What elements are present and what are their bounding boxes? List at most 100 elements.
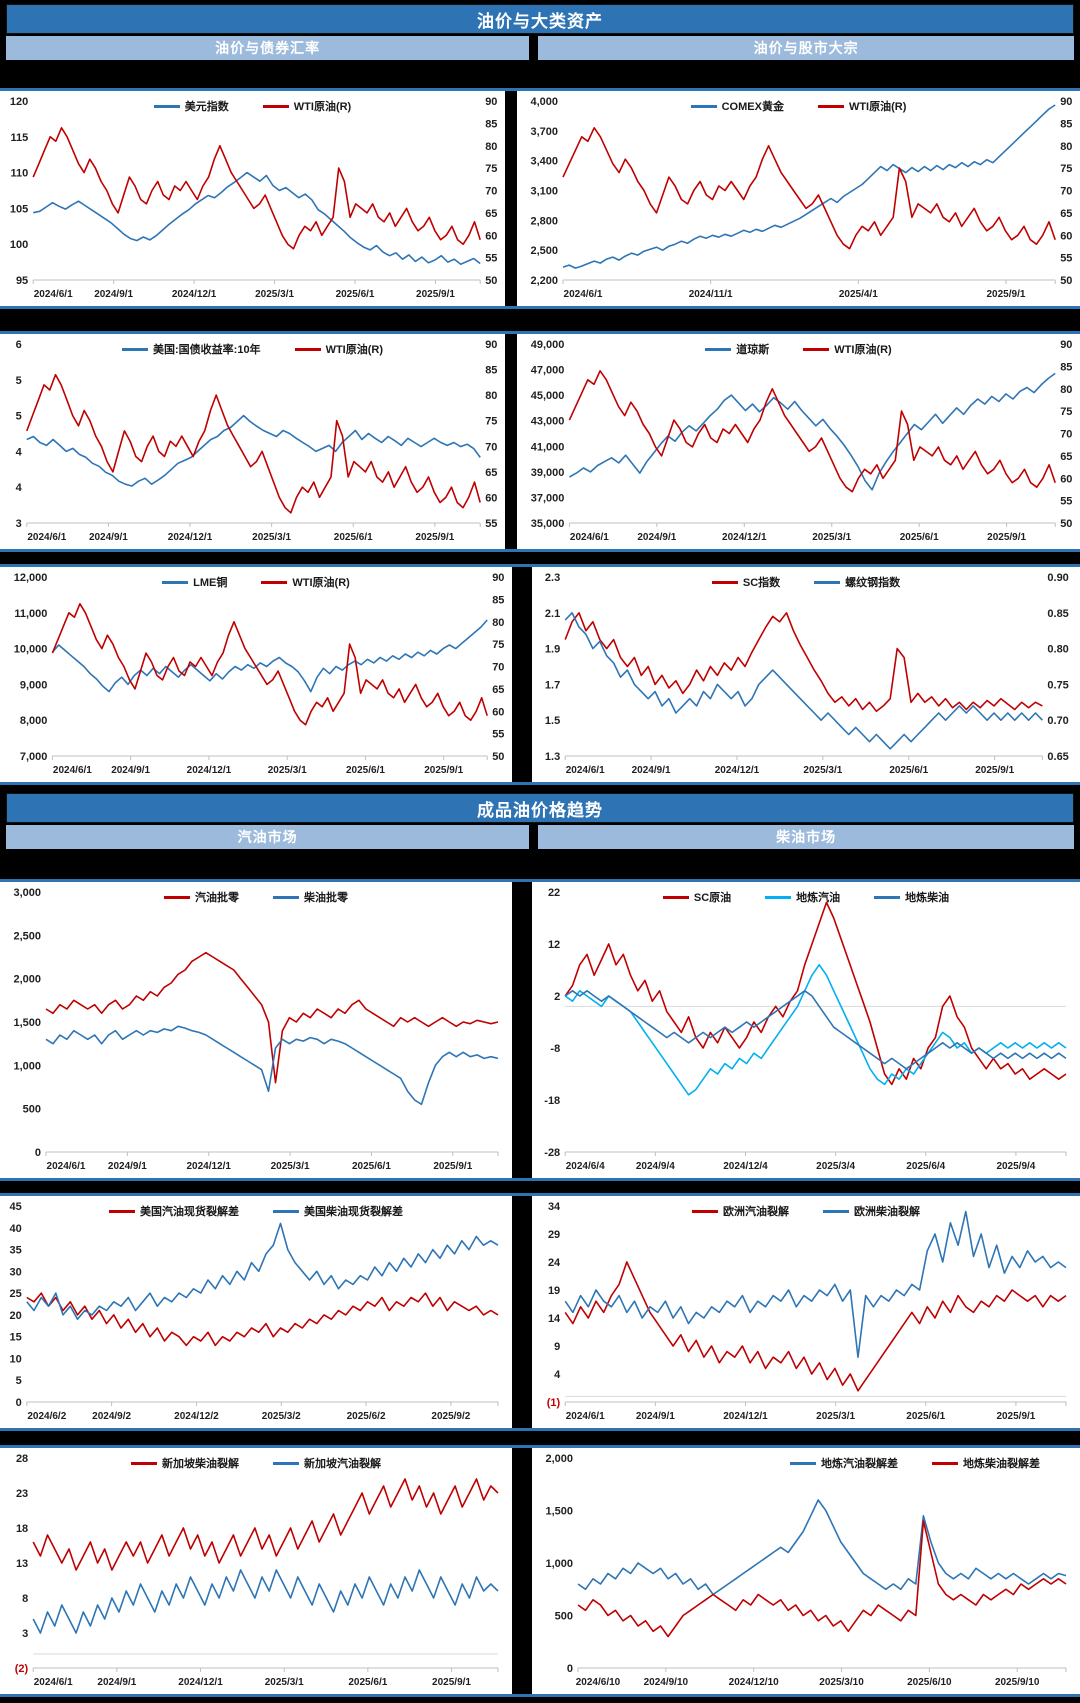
axis-tick-label: 85 (485, 365, 497, 377)
series-line-WTI原油(R) (51, 602, 488, 726)
axis-tick-label: 90 (485, 339, 497, 351)
axis-tick-label: 28 (16, 1453, 28, 1465)
axis-tick-label: 0.70 (1047, 715, 1068, 727)
axis-tick-label: 3,100 (530, 186, 558, 198)
axis-tick-label: 85 (1060, 361, 1072, 373)
axis-tick-label: -28 (544, 1147, 560, 1159)
axis-tick-label: 2024/6/1 (566, 1411, 605, 1422)
series-line-美元指数 (33, 171, 481, 265)
axis-tick-label: 75 (485, 416, 497, 428)
section-title-refined-products: 成品油价格趋势 (6, 793, 1074, 823)
axis-tick-label: 65 (485, 467, 497, 479)
axis-tick-label: 24 (548, 1257, 561, 1269)
row-divider (512, 567, 532, 782)
section-title-assets-label: 油价与大类资产 (477, 11, 603, 31)
axis-tick-label: 2025/6/1 (346, 765, 385, 776)
axis-tick-label: 0.75 (1047, 679, 1068, 691)
axis-tick-label: 2025/9/10 (995, 1677, 1040, 1688)
series-line-WTI原油(R) (568, 369, 1056, 493)
axis-tick-label: 3,400 (530, 156, 558, 168)
spacer (0, 1181, 1080, 1193)
axis-tick-label: 3,000 (13, 887, 41, 899)
chart-dow-jones-vs-wti: 49,000 47,000 45,000 43,000 41,000 39,000 37,0… (517, 334, 1080, 549)
spacer (0, 785, 1080, 793)
axis-tick-label: 1.5 (545, 715, 560, 727)
axis-tick-label: 2024/6/1 (34, 289, 73, 300)
subheader-row-assets: 油价与债券汇率 油价与股市大宗 (6, 36, 1074, 60)
axis-tick-label: 2.3 (545, 572, 560, 584)
axis-tick-label: 18 (16, 1523, 28, 1535)
axis-tick-label: 2025/9/2 (431, 1411, 470, 1422)
axis-tick-label: 20 (10, 1310, 22, 1322)
axis-tick-label: 29 (548, 1229, 560, 1241)
axis-tick-label: 2025/9/4 (996, 1161, 1035, 1172)
axis-tick-label: 9,000 (20, 679, 48, 691)
axis-tick-label: 60 (485, 230, 497, 242)
series-line-道琼斯 (569, 372, 1056, 491)
series-line-美国:国债收益率:10年 (26, 414, 481, 487)
axis-tick-label: 95 (16, 275, 28, 287)
axis-tick-label: 55 (485, 253, 497, 265)
axis-tick-label: 2025/6/1 (334, 532, 373, 543)
axis-tick-label: 70 (1060, 429, 1072, 441)
chart-teapot-crack-spreads: 2,000 1,500 1,000 500 0 2024/6/10 2024/9/10 202… (532, 1448, 1080, 1694)
axis-tick-label: 9 (554, 1341, 560, 1353)
axis-tick-label: 2025/3/1 (252, 532, 291, 543)
chart-lme-copper-vs-wti: 12,000 11,000 10,000 9,000 8,000 7,000 90 85 80 7… (0, 567, 512, 782)
chart-canvas: 3,000 2,500 2,000 1,500 1,000 500 0 2024/6/1 202… (13, 887, 499, 1172)
axis-tick-label: 6 (16, 339, 22, 351)
axis-tick-label: 2024/12/1 (168, 532, 213, 543)
chart-usd-index-vs-wti: 120 115 110 105 100 95 90 85 80 75 70 65 60 55 50 2024/… (0, 91, 505, 306)
spacer (0, 552, 1080, 564)
chart-row-5: 45 40 35 30 25 20 15 10 5 0 2024/6/2 2024/9/2 2024/1… (0, 1193, 1080, 1431)
axis-tick-label: 2025/3/1 (271, 1161, 310, 1172)
axis-tick-label: 90 (1060, 339, 1072, 351)
row-divider (505, 91, 517, 306)
series-line-SC原油 (564, 901, 1067, 1086)
subheader-equity-commodity: 油价与股市大宗 (538, 36, 1074, 60)
axis-tick-label: 2025/3/1 (803, 765, 842, 776)
series-line-美国柴油现货裂解差 (26, 1222, 499, 1320)
axis-tick-label: 2024/9/1 (89, 532, 128, 543)
axis-tick-label: 80 (492, 617, 504, 629)
chart-sc-crude-teapot-margins: 22 12 2 -8 -18 -28 2024/6/4 2024/9/4 2024/12/4 20… (532, 882, 1080, 1178)
axis-tick-label: 2024/9/1 (94, 289, 133, 300)
axis-tick-label: 39,000 (531, 467, 565, 479)
subheader-row-products: 汽油市场 柴油市场 (6, 825, 1074, 849)
axis-tick-label: 35,000 (531, 518, 565, 530)
axis-tick-label: 23 (16, 1488, 28, 1500)
subheader-gasoline-market: 汽油市场 (6, 825, 530, 849)
axis-tick-label: 2025/6/1 (336, 289, 375, 300)
series-line-欧洲汽油裂解 (564, 1261, 1067, 1392)
chart-row-1: 120 115 110 105 100 95 90 85 80 75 70 65 60 55 50 2024/… (0, 88, 1080, 309)
axis-tick-label: 2024/6/1 (566, 765, 605, 776)
axis-tick-label: 2,800 (530, 215, 558, 227)
axis-tick-label: 4,000 (530, 96, 558, 108)
axis-tick-label: 3 (16, 518, 22, 530)
axis-tick-label: 12 (548, 939, 560, 951)
axis-tick-label: 2024/6/1 (47, 1161, 86, 1172)
axis-tick-label: 70 (485, 186, 497, 198)
axis-tick-label: 2024/6/1 (27, 532, 66, 543)
axis-tick-label: 2.1 (545, 608, 560, 620)
axis-tick-label: 2024/9/2 (92, 1411, 131, 1422)
axis-tick-label: 50 (1060, 275, 1072, 287)
axis-tick-label: 2025/3/10 (819, 1677, 864, 1688)
axis-tick-label: 22 (548, 887, 560, 899)
section-title-assets: 油价与大类资产 (6, 4, 1074, 34)
axis-tick-label: 3,700 (530, 126, 558, 138)
axis-tick-label: 45,000 (531, 390, 565, 402)
axis-tick-label: 70 (1060, 186, 1072, 198)
chart-canvas: 12,000 11,000 10,000 9,000 8,000 7,000 90 85 80 7… (14, 572, 505, 776)
axis-tick-label: 47,000 (531, 365, 565, 377)
axis-tick-label: 2024/6/4 (566, 1161, 605, 1172)
axis-tick-label: 45 (10, 1201, 22, 1213)
axis-tick-label: 0.85 (1047, 608, 1068, 620)
axis-tick-label: 100 (10, 239, 28, 251)
axis-tick-label: 80 (485, 390, 497, 402)
axis-tick-label: 2024/12/1 (186, 1161, 231, 1172)
axis-tick-label: 2,500 (530, 245, 558, 257)
series-line-WTI原油(R) (26, 373, 481, 514)
chart-us-gasoline-diesel-cracks: 45 40 35 30 25 20 15 10 5 0 2024/6/2 2024/9/2 2024/1… (0, 1196, 512, 1428)
